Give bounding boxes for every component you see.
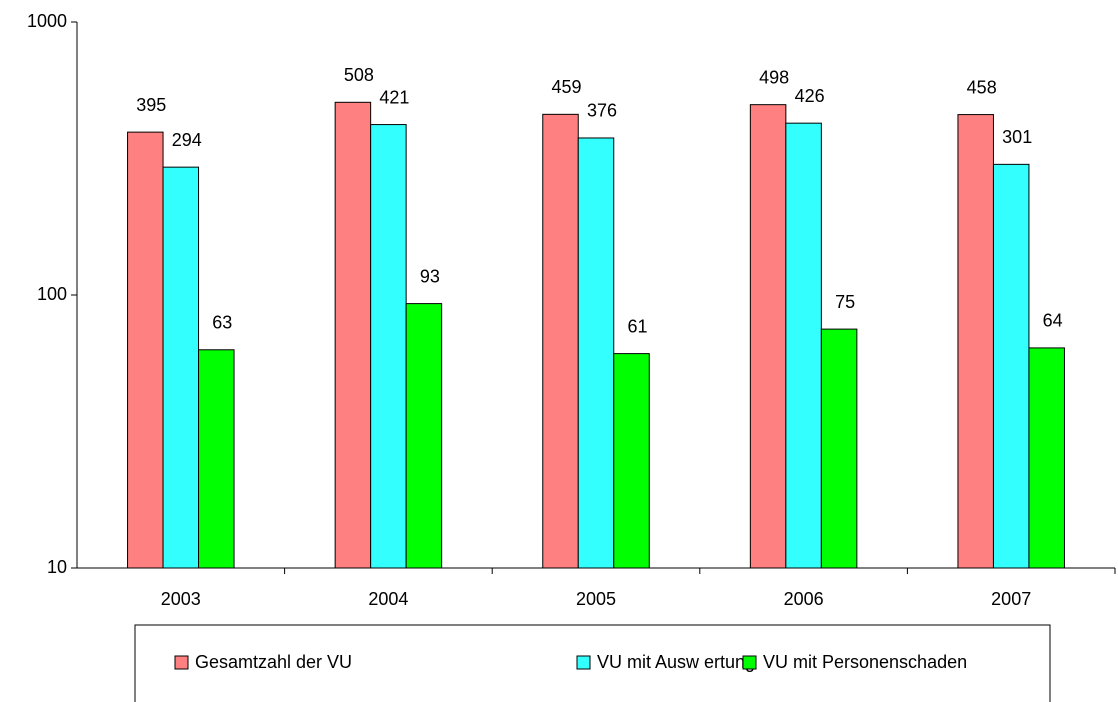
value-label: 458 <box>967 77 997 97</box>
value-label: 426 <box>795 86 825 106</box>
legend-label: VU mit Personenschaden <box>763 652 967 672</box>
legend-label: VU mit Ausw ertung <box>597 652 755 672</box>
value-label: 294 <box>172 130 202 150</box>
bar <box>334 101 372 569</box>
legend-swatch <box>576 655 591 670</box>
x-tick-label: 2007 <box>991 589 1031 609</box>
value-label: 93 <box>420 266 440 286</box>
bar <box>992 163 1030 569</box>
value-label: 421 <box>379 87 409 107</box>
bar <box>542 113 579 569</box>
x-tick-label: 2006 <box>784 589 824 609</box>
legend-swatch <box>742 655 757 670</box>
legend-swatch <box>174 655 189 670</box>
legend-label: Gesamtzahl der VU <box>195 652 352 672</box>
value-label: 459 <box>551 77 581 97</box>
bar <box>198 349 235 569</box>
x-tick-label: 2005 <box>576 589 616 609</box>
value-label: 63 <box>212 313 232 333</box>
bar <box>820 328 858 569</box>
legend-box <box>134 624 1051 702</box>
bar <box>785 122 822 569</box>
bar <box>405 303 443 569</box>
x-tick-label: 2003 <box>161 589 201 609</box>
x-tick-label: 2004 <box>368 589 408 609</box>
y-tick-label: 1000 <box>27 11 67 31</box>
bar <box>162 166 200 569</box>
value-label: 61 <box>627 316 647 336</box>
value-label: 508 <box>344 65 374 85</box>
bar <box>749 104 787 569</box>
value-label: 64 <box>1043 311 1063 331</box>
bar <box>613 353 650 569</box>
bar <box>127 131 164 569</box>
value-label: 376 <box>587 101 617 121</box>
bar <box>1028 347 1065 569</box>
value-label: 75 <box>835 292 855 312</box>
value-label: 301 <box>1002 127 1032 147</box>
bar <box>370 124 407 569</box>
value-label: 395 <box>136 95 166 115</box>
y-tick-label: 10 <box>47 557 67 577</box>
value-label: 498 <box>759 67 789 87</box>
bar <box>957 114 994 569</box>
y-tick-label: 100 <box>37 284 67 304</box>
bar <box>577 137 615 569</box>
